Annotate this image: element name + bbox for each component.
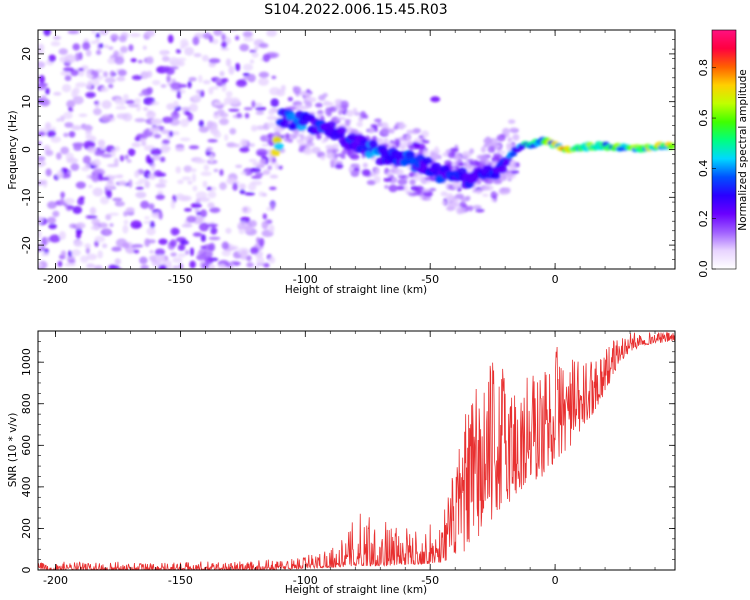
top-y-tick-label-3: 10 xyxy=(20,95,33,109)
colorbar-frame xyxy=(711,29,737,270)
top-y-ticks: -20 -10 0 10 20 xyxy=(20,29,675,270)
top-plot-frame xyxy=(37,29,676,270)
top-y-tick-label-2: 0 xyxy=(20,146,33,153)
spectrogram-heatmap xyxy=(38,30,675,269)
bottom-x-tick-label-2: -100 xyxy=(293,574,318,587)
bottom-y-tick-label-1: 200 xyxy=(20,518,33,539)
bottom-y-tick-label-3: 600 xyxy=(20,435,33,456)
top-x-tick-label-3: -50 xyxy=(421,273,439,286)
top-y-axis-label: Frequency (Hz) xyxy=(7,110,19,189)
colorbar-tick-label-2: 0.4 xyxy=(697,160,710,178)
bottom-plot-frame xyxy=(37,330,676,571)
colorbar-tick-label-4: 0.8 xyxy=(697,59,710,77)
bottom-y-tick-label-2: 400 xyxy=(20,476,33,497)
bottom-x-tick-label-3: -50 xyxy=(421,574,439,587)
snr-panel: -200 -150 -100 -50 0 0 200 400 600 800 1000 Heigh… xyxy=(7,330,676,596)
bottom-y-tick-label-5: 1000 xyxy=(20,348,33,376)
colorbar-gradient xyxy=(712,30,736,269)
bottom-x-axis-label: Height of straight line (km) xyxy=(285,584,427,596)
colorbar-ticks: 0.0 0.2 0.4 0.6 0.8 xyxy=(697,59,716,278)
colorbar-tick-label-0: 0.0 xyxy=(697,260,710,278)
top-y-tick-label-4: 20 xyxy=(20,47,33,61)
top-x-tick-label-2: -100 xyxy=(293,273,318,286)
bottom-y-axis-label: SNR (10 * v/v) xyxy=(7,413,19,488)
bottom-y-tick-label-4: 800 xyxy=(20,393,33,414)
top-x-tick-label-0: -200 xyxy=(43,273,68,286)
colorbar-tick-label-3: 0.6 xyxy=(697,109,710,127)
bottom-x-tick-label-4: 0 xyxy=(552,574,559,587)
bottom-x-tick-label-1: -150 xyxy=(168,574,193,587)
top-x-tick-label-1: -150 xyxy=(168,273,193,286)
top-y-tick-label-1: -10 xyxy=(20,188,33,206)
bottom-x-ticks: -200 -150 -100 -50 0 xyxy=(43,331,656,587)
bottom-x-tick-label-0: -200 xyxy=(43,574,68,587)
colorbar-tick-label-1: 0.2 xyxy=(697,210,710,228)
top-x-tick-label-4: 0 xyxy=(552,273,559,286)
bottom-y-tick-label-0: 0 xyxy=(20,567,33,574)
colorbar: 0.0 0.2 0.4 0.6 0.8 Normalized spectral ampl… xyxy=(697,29,749,278)
colorbar-label: Normalized spectral amplitude xyxy=(737,69,749,230)
chart-title: S104.2022.006.15.45.R03 xyxy=(264,2,447,18)
top-y-tick-label-0: -20 xyxy=(20,236,33,254)
top-x-axis-label: Height of straight line (km) xyxy=(285,284,427,296)
top-x-ticks: -200 -150 -100 -50 0 xyxy=(43,30,656,286)
